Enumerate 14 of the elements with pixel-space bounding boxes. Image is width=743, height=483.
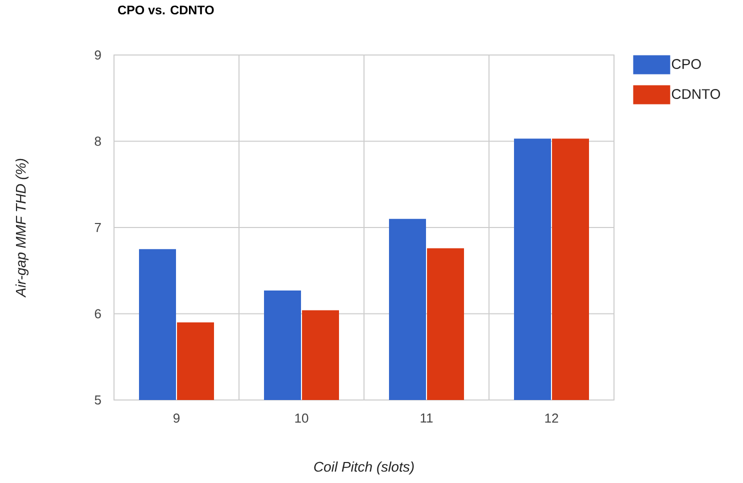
legend-label: CPO [672, 59, 701, 69]
y-tick-label: 9 [94, 50, 101, 60]
x-tick-label: 10 [295, 414, 308, 423]
x-axis-title: Coil Pitch (slots) [314, 461, 414, 475]
legend-label: CDNTO [672, 89, 720, 99]
y-axis-title: Air-gap MMF THD (%) [15, 158, 29, 298]
x-tick-label: 11 [420, 414, 433, 422]
y-tick-label: 6 [94, 309, 101, 318]
x-tick-label: 9 [174, 414, 180, 423]
chart-title: CPO vs. CDNTO [118, 6, 214, 14]
y-tick-label: 8 [94, 136, 101, 146]
x-tick-label: 12 [545, 414, 558, 423]
y-tick-label: 5 [94, 395, 101, 405]
y-tick-label: 7 [94, 223, 101, 232]
